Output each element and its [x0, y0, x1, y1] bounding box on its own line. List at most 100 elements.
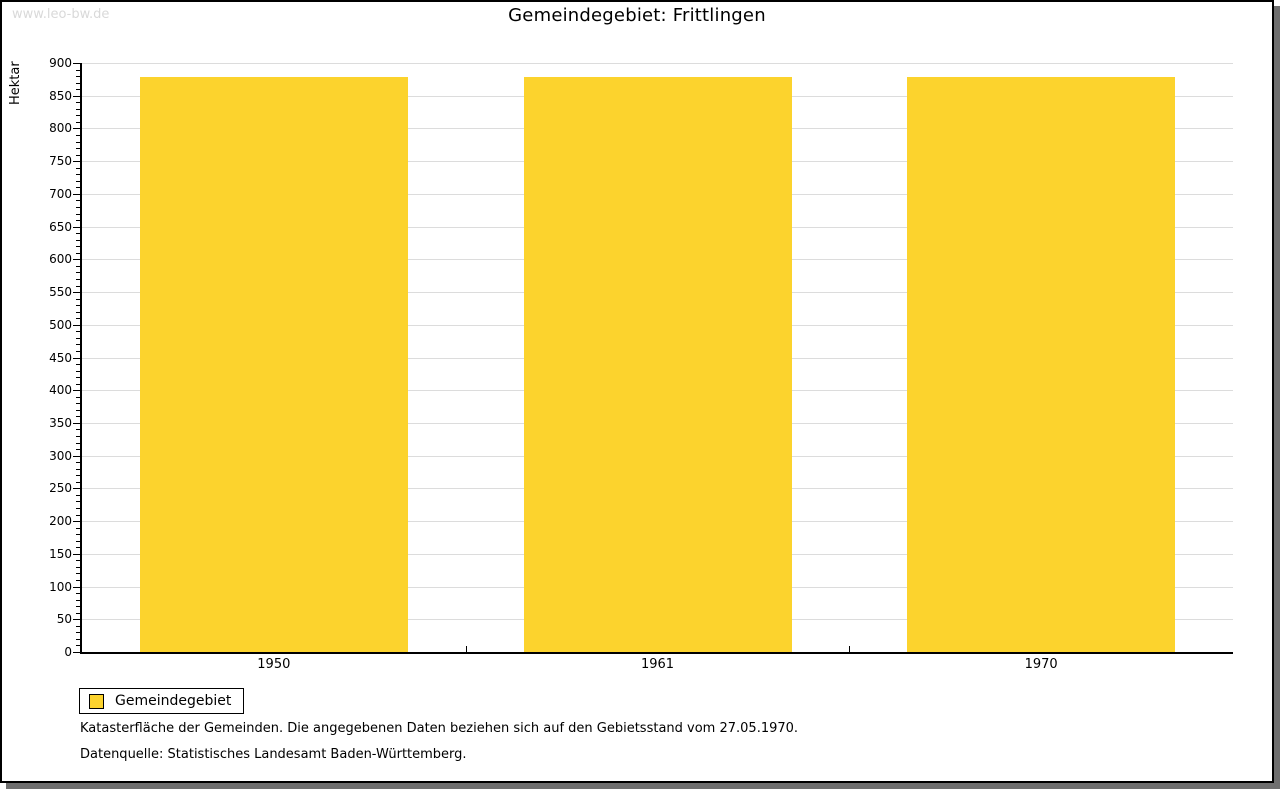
y-tick-label: 900 — [49, 56, 72, 70]
y-major-tick — [73, 488, 80, 490]
y-minor-tick — [76, 167, 80, 169]
y-major-tick — [73, 226, 80, 228]
y-tick-label: 250 — [49, 481, 72, 496]
gridline — [82, 63, 1233, 64]
y-tick-label: 650 — [49, 219, 72, 234]
y-minor-tick — [76, 599, 80, 601]
y-minor-tick — [76, 141, 80, 143]
y-minor-tick — [76, 331, 80, 333]
y-minor-tick — [76, 298, 80, 300]
y-minor-tick — [76, 265, 80, 267]
y-minor-tick — [76, 638, 80, 640]
y-minor-tick — [76, 547, 80, 549]
x-tick-label: 1970 — [1024, 657, 1058, 672]
y-minor-tick — [76, 154, 80, 156]
y-minor-tick — [76, 121, 80, 123]
y-minor-tick — [76, 396, 80, 398]
y-major-tick — [73, 390, 80, 392]
y-minor-tick — [76, 89, 80, 91]
y-minor-tick — [76, 102, 80, 104]
y-major-tick — [73, 259, 80, 261]
plot-area: 0 50 100 150 200 250 300 350 400 450 500 550 600 650 7… — [49, 56, 1233, 672]
y-minor-tick — [76, 174, 80, 176]
x-tick-label: 1950 — [257, 657, 291, 672]
chart-title: Gemeindegebiet: Frittlingen — [508, 5, 766, 26]
y-minor-tick — [76, 514, 80, 516]
legend-label: Gemeindegebiet — [115, 693, 232, 709]
y-minor-tick — [76, 311, 80, 313]
y-minor-tick — [76, 501, 80, 503]
y-tick-label: 50 — [56, 612, 72, 627]
y-minor-tick — [76, 187, 80, 189]
y-minor-tick — [76, 285, 80, 287]
y-minor-tick — [76, 370, 80, 372]
y-minor-tick — [76, 69, 80, 71]
y-minor-tick — [76, 645, 80, 647]
y-minor-tick — [76, 108, 80, 110]
footnote-description: Katasterfläche der Gemeinden. Die angege… — [80, 721, 799, 736]
y-minor-tick — [76, 239, 80, 241]
y-major-tick — [73, 161, 80, 163]
y-minor-tick — [76, 409, 80, 411]
y-major-tick — [73, 422, 80, 424]
y-minor-tick — [76, 233, 80, 235]
y-tick-label: 200 — [49, 514, 72, 529]
y-minor-tick — [76, 180, 80, 182]
x-boundary-tick — [465, 646, 467, 652]
y-axis-label: Hektar — [8, 61, 23, 105]
y-minor-tick — [76, 573, 80, 575]
bar-1961 — [523, 77, 792, 652]
y-major-tick — [73, 95, 80, 97]
y-minor-tick — [76, 213, 80, 215]
y-major-tick — [73, 292, 80, 294]
y-minor-tick — [76, 560, 80, 562]
legend-box: Gemeindegebiet — [79, 688, 245, 714]
y-tick-label: 500 — [49, 317, 72, 332]
y-minor-tick — [76, 403, 80, 405]
y-tick-label: 550 — [49, 285, 72, 300]
y-tick-label: 450 — [49, 350, 72, 365]
y-minor-tick — [76, 475, 80, 477]
y-tick-label: 300 — [49, 448, 72, 463]
y-major-tick — [73, 193, 80, 195]
y-minor-tick — [76, 436, 80, 438]
y-major-tick — [73, 324, 80, 326]
y-minor-tick — [76, 220, 80, 222]
y-tick-label: 750 — [49, 154, 72, 169]
y-minor-tick — [76, 82, 80, 84]
y-minor-tick — [76, 508, 80, 510]
y-major-tick — [73, 63, 80, 64]
y-minor-tick — [76, 318, 80, 320]
y-minor-tick — [76, 468, 80, 470]
y-major-tick — [73, 128, 80, 130]
y-minor-tick — [76, 416, 80, 418]
y-tick-label: 600 — [49, 252, 72, 267]
y-minor-tick — [76, 462, 80, 464]
y-tick-label: 800 — [49, 121, 72, 136]
y-minor-tick — [76, 593, 80, 595]
y-major-tick — [73, 455, 80, 457]
y-major-tick — [73, 652, 80, 653]
y-minor-tick — [76, 527, 80, 529]
y-tick-label: 400 — [49, 383, 72, 398]
y-minor-tick — [76, 625, 80, 627]
y-minor-tick — [76, 134, 80, 136]
y-minor-tick — [76, 272, 80, 274]
y-minor-tick — [76, 494, 80, 496]
y-minor-tick — [76, 632, 80, 634]
y-minor-tick — [76, 377, 80, 379]
y-minor-tick — [76, 344, 80, 346]
y-major-tick — [73, 586, 80, 588]
y-minor-tick — [76, 252, 80, 254]
y-major-tick — [73, 357, 80, 359]
y-major-tick — [73, 521, 80, 523]
x-boundary-tick — [849, 646, 851, 652]
bar-1970 — [907, 77, 1176, 652]
y-minor-tick — [76, 606, 80, 608]
y-minor-tick — [76, 429, 80, 431]
footnote-source: Datenquelle: Statistisches Landesamt Bad… — [80, 747, 467, 762]
y-major-tick — [73, 619, 80, 621]
x-tick-label: 1961 — [640, 657, 675, 672]
y-minor-tick — [76, 534, 80, 536]
y-major-tick — [73, 553, 80, 555]
